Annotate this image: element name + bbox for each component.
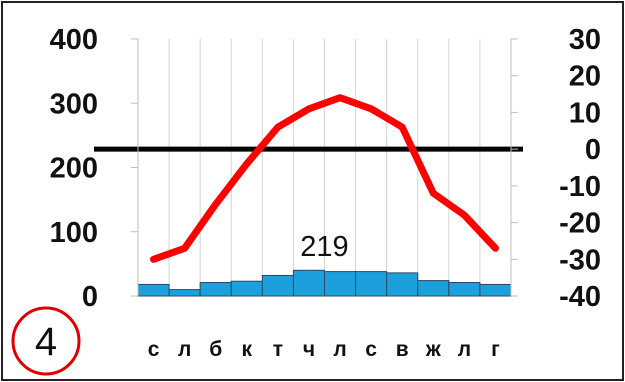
precipitation-bars: [137, 269, 512, 297]
month-tick-label: б: [209, 338, 222, 361]
month-tick-label: т: [273, 338, 283, 361]
precipitation-bar: [137, 283, 170, 297]
precipitation-bar: [324, 271, 357, 297]
precipitation-bar: [292, 269, 325, 297]
right-tick-label: -40: [559, 281, 601, 313]
month-tick-label: ж: [425, 338, 442, 361]
left-axis: 0 100 200 300 400: [50, 24, 139, 313]
precipitation-bar: [417, 280, 450, 297]
temperature-line: [150, 94, 499, 263]
month-tick-label: с: [148, 338, 160, 361]
month-tick-label: л: [333, 338, 346, 361]
badge-circle: [11, 306, 81, 376]
month-tick-label: л: [458, 338, 471, 361]
precipitation-bar: [355, 271, 388, 297]
right-tick-label: 30: [569, 24, 601, 56]
month-tick-label: с: [365, 338, 377, 361]
right-tick-label: 0: [585, 134, 601, 166]
precipitation-bar: [199, 282, 232, 297]
precipitation-bar: [230, 280, 263, 297]
left-tick-label: 0: [82, 281, 98, 313]
right-axis: -40 -30 -20 -10 0 10 20 30: [510, 24, 601, 313]
month-tick-label: ч: [303, 338, 315, 361]
right-tick-label: 20: [569, 61, 601, 93]
left-tick-label: 300: [50, 88, 98, 120]
precipitation-bar: [448, 282, 481, 297]
precipitation-bar: [386, 272, 419, 297]
precipitation-total-label: 219: [300, 231, 348, 263]
left-tick-label: 100: [50, 217, 98, 249]
badge-number: 4: [35, 320, 57, 364]
precipitation-bar: [479, 283, 512, 297]
left-tick-label: 400: [50, 24, 98, 56]
right-tick-label: -20: [559, 208, 601, 240]
month-tick-label: в: [396, 338, 409, 361]
month-tick-label: г: [491, 338, 500, 361]
left-tick-label: 200: [50, 153, 98, 185]
month-tick-label: к: [242, 338, 253, 361]
month-tick-label: л: [178, 338, 191, 361]
right-tick-label: -10: [559, 171, 601, 203]
right-tick-label: -30: [559, 244, 601, 276]
right-tick-label: 10: [569, 97, 601, 129]
chart-number-badge: 4: [11, 306, 81, 376]
precipitation-bar: [261, 274, 294, 297]
precipitation-bar: [168, 289, 201, 297]
